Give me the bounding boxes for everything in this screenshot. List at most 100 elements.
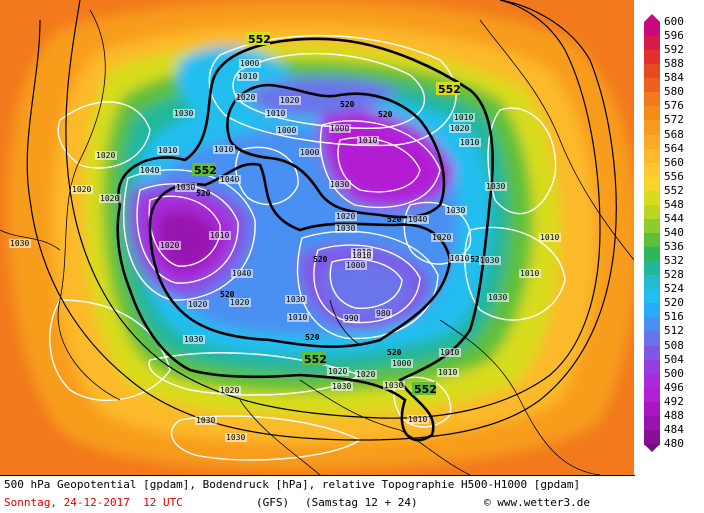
pressure-label: 1030 xyxy=(384,381,403,390)
pressure-label-bg xyxy=(231,269,253,278)
label-552-c: 552 xyxy=(194,164,217,177)
pressure-label: 980 xyxy=(376,309,391,318)
label-520-g: 520 xyxy=(387,348,402,357)
colorbar-cell xyxy=(644,78,660,94)
model-run: (Samstag 12 + 24) xyxy=(305,496,418,509)
pressure-label: 1030 xyxy=(486,182,505,191)
colorbar-cell xyxy=(644,275,660,291)
colorbar-top-arrow xyxy=(644,14,660,22)
colorbar-cell xyxy=(644,50,660,66)
pressure-label: 1010 xyxy=(454,113,473,122)
colorbar-tick-label: 560 xyxy=(664,155,684,169)
pressure-label: 1040 xyxy=(220,175,239,184)
pressure-label: 1000 xyxy=(330,124,349,133)
pressure-label: 1020 xyxy=(280,96,299,105)
pressure-label: 1020 xyxy=(72,185,91,194)
colorbar-tick-label: 500 xyxy=(664,366,684,380)
colorbar-tick-label: 488 xyxy=(664,408,684,422)
colorbar-cell xyxy=(644,317,660,333)
colorbar-tick-label: 564 xyxy=(664,141,684,155)
pressure-label: 1010 xyxy=(266,109,285,118)
valid-date: Sonntag, 24-12-2017 12 UTC xyxy=(4,496,183,509)
colorbar-tick-label: 596 xyxy=(664,29,684,43)
colorbar-cell xyxy=(644,331,660,347)
pressure-label: 1040 xyxy=(408,215,427,224)
colorbar-cell xyxy=(644,289,660,305)
pressure-label: 1030 xyxy=(488,293,507,302)
colorbar-cell xyxy=(644,303,660,319)
pressure-label-bg xyxy=(431,233,453,242)
coastlines xyxy=(0,9,634,475)
colorbar-cell xyxy=(644,233,660,249)
colorbar-cell xyxy=(644,64,660,80)
colorbar-tick-label: 484 xyxy=(664,422,684,436)
pressure-label-bg xyxy=(225,433,247,442)
colorbar-cell xyxy=(644,204,660,220)
pressure-label: 1010 xyxy=(358,136,377,145)
pressure-label: 1030 xyxy=(332,382,351,391)
colorbar-cell xyxy=(644,261,660,277)
pressure-label-bg xyxy=(519,269,541,278)
pressure-label-bg xyxy=(209,231,231,240)
colorbar-tick-label: 544 xyxy=(664,211,684,225)
pressure-label: 1040 xyxy=(232,269,251,278)
copyright: © www.wetter3.de xyxy=(484,496,590,509)
colorbar-cell xyxy=(644,373,660,389)
pressure-label-bg xyxy=(229,298,251,307)
pressure-label: 1010 xyxy=(214,145,233,154)
colorbar-tick-label: 536 xyxy=(664,240,684,254)
pressure-label-bg xyxy=(95,151,117,160)
pressure-label-bg xyxy=(157,146,179,155)
label-552-b: 552 xyxy=(438,83,461,96)
pressure-label-bg xyxy=(327,367,349,376)
pressure-label-bg xyxy=(407,415,429,424)
pressure-label-bg xyxy=(159,241,181,250)
pressure-label-bg xyxy=(407,215,429,224)
pressure-label: 1030 xyxy=(184,335,203,344)
pressure-label-bg xyxy=(335,212,357,221)
colorbar-cell xyxy=(644,218,660,234)
colorbar-tick-label: 520 xyxy=(664,296,684,310)
pressure-label: 1020 xyxy=(432,233,451,242)
pressure-label: 1020 xyxy=(96,151,115,160)
map-footer: 500 hPa Geopotential [gpdam], Bodendruck… xyxy=(0,476,704,513)
pressure-label: 1030 xyxy=(10,239,29,248)
pressure-label-bg xyxy=(453,113,475,122)
pressure-label: 1010 xyxy=(210,231,229,240)
label-520-d: 520 xyxy=(313,255,328,264)
pressure-label-bg xyxy=(449,124,471,133)
pressure-label: 1020 xyxy=(160,241,179,250)
pressure-label-bg xyxy=(357,136,379,145)
colorbar-cell xyxy=(644,190,660,206)
pressure-label-bg xyxy=(213,145,235,154)
pressure-labels: 1030102010101000101010001020101010201010… xyxy=(9,59,561,442)
colorbar-tick-label: 504 xyxy=(664,352,684,366)
colorbar-tick-label: 532 xyxy=(664,254,684,268)
colorbar-tick-label: 492 xyxy=(664,394,684,408)
pressure-label: 1020 xyxy=(100,194,119,203)
colorbar-cell xyxy=(644,106,660,122)
pressure-label-bg xyxy=(9,239,31,248)
pressure-label-bg xyxy=(237,72,259,81)
pressure-label: 1030 xyxy=(196,416,215,425)
pressure-label-bg xyxy=(345,261,367,270)
pressure-label: 1000 xyxy=(346,261,365,270)
colorbar-tick-label: 576 xyxy=(664,99,684,113)
pressure-label-bg xyxy=(479,256,501,265)
pressure-label-bg xyxy=(335,224,357,233)
pressure-label: 1030 xyxy=(226,433,245,442)
pressure-label: 1000 xyxy=(392,359,411,368)
pressure-label: 1030 xyxy=(176,183,195,192)
label-520-c: 520 xyxy=(387,215,402,224)
colorbar-cell xyxy=(644,176,660,192)
pressure-label: 1020 xyxy=(450,124,469,133)
colorbar-tick-label: 480 xyxy=(664,437,684,450)
pressure-label: 1020 xyxy=(236,93,255,102)
pressure-label-bg xyxy=(195,416,217,425)
pressure-label-bg xyxy=(265,109,287,118)
pressure-label-bg xyxy=(175,183,197,192)
pressure-label-bg xyxy=(351,251,373,260)
pressure-label: 1020 xyxy=(188,300,207,309)
pressure-label: 1010 xyxy=(352,251,371,260)
pressure-label: 1010 xyxy=(520,269,539,278)
